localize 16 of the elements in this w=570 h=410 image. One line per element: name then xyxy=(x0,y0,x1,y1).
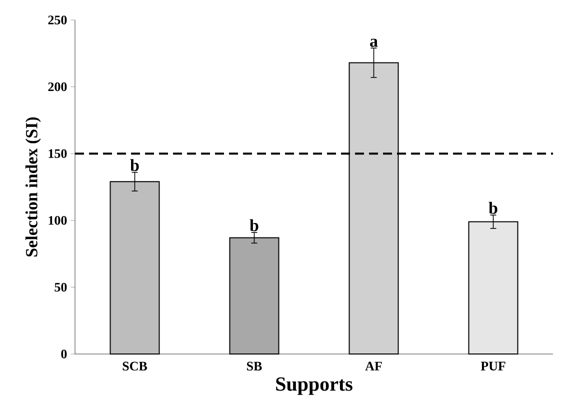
x-tick-label: PUF xyxy=(480,362,506,370)
x-tick-label: AF xyxy=(365,362,382,370)
y-axis-title: Selection index (SI) xyxy=(25,117,41,256)
y-tick-label: 50 xyxy=(54,282,67,292)
y-tick-label: 200 xyxy=(48,82,67,92)
y-tick-label: 0 xyxy=(61,350,67,358)
annotation: b xyxy=(488,202,498,214)
y-tick-label: 250 xyxy=(48,16,67,24)
x-tick-label: SB xyxy=(246,362,262,371)
annotation: b xyxy=(130,159,139,172)
annotation: b xyxy=(250,219,258,232)
x-tick-label: SCB xyxy=(122,362,148,371)
annotation: a xyxy=(370,38,378,47)
x-axis-title: Supports xyxy=(276,377,352,395)
y-tick-label: 100 xyxy=(48,216,67,225)
y-tick-label: 150 xyxy=(48,149,67,158)
